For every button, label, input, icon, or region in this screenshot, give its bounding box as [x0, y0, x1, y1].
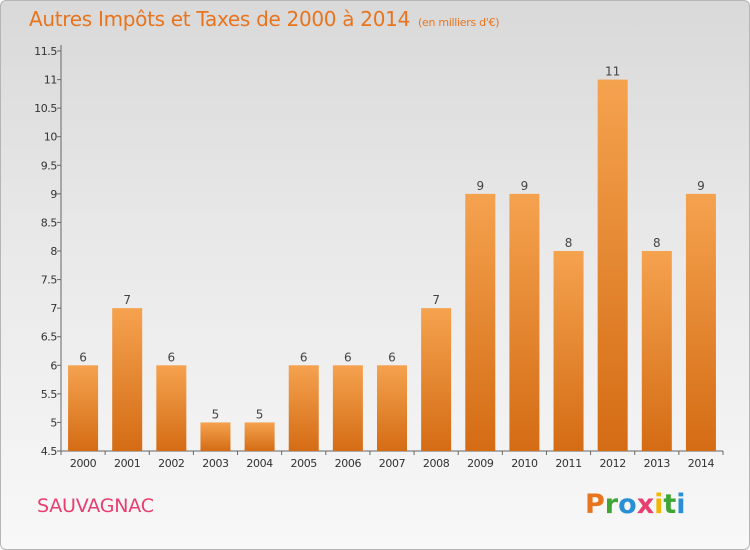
- x-tick-label-2002: 2002: [158, 457, 184, 470]
- bar-2009: [465, 193, 496, 451]
- data-label-2013: 8: [653, 236, 661, 250]
- x-tick-label-2009: 2009: [467, 457, 494, 470]
- bar-2010: [509, 193, 540, 451]
- x-tick-label-2001: 2001: [114, 457, 140, 470]
- data-label-2007: 6: [388, 350, 396, 364]
- y-tick-label: 11.5: [34, 45, 57, 58]
- bar-2001: [112, 308, 143, 451]
- data-label-2000: 6: [79, 350, 87, 364]
- data-label-2009: 9: [476, 179, 484, 193]
- x-tick-label-2011: 2011: [555, 457, 581, 470]
- data-label-2006: 6: [344, 350, 352, 364]
- logo-letter: t: [663, 489, 677, 520]
- bar-2006: [332, 365, 363, 451]
- logo-letter: x: [636, 489, 655, 520]
- commune-name: SAUVAGNAC: [37, 495, 154, 517]
- x-tick-label-2000: 2000: [70, 457, 97, 470]
- y-tick-label: 4.5: [41, 445, 58, 458]
- x-tick-label-2012: 2012: [599, 457, 625, 470]
- data-label-2002: 6: [168, 350, 176, 364]
- x-tick-label-2004: 2004: [246, 457, 273, 470]
- chart-labels: 2000 6 2001 7 2002 6 2003 5 2004 5 2005 6 2006 6 2007 6…: [70, 65, 715, 470]
- chart-title-text: Autres Impôts et Taxes de 2000 à 2014: [29, 7, 410, 31]
- data-label-2001: 7: [123, 293, 131, 307]
- x-tick-label-2010: 2010: [511, 457, 538, 470]
- x-tick-label-2005: 2005: [291, 457, 318, 470]
- logo-letter: i: [676, 489, 686, 520]
- bar-2008: [421, 308, 452, 451]
- data-label-2004: 5: [256, 407, 264, 421]
- bar-2000: [68, 365, 99, 451]
- logo-letter: o: [618, 489, 637, 520]
- x-tick-label-2008: 2008: [423, 457, 450, 470]
- x-tick-label-2006: 2006: [335, 457, 362, 470]
- y-tick-label: 5: [50, 416, 57, 429]
- y-tick-label: 7.5: [41, 274, 58, 287]
- y-tick-label: 9.5: [41, 159, 58, 172]
- data-label-2008: 7: [432, 293, 440, 307]
- x-tick-label-2013: 2013: [644, 457, 671, 470]
- bar-2011: [553, 251, 584, 451]
- chart-unit: (en milliers d'€): [418, 16, 500, 29]
- data-label-2010: 9: [521, 179, 529, 193]
- bar-2004: [244, 422, 275, 451]
- x-tick-label-2014: 2014: [688, 457, 715, 470]
- logo-letter: P: [585, 489, 605, 520]
- logo-letter: i: [654, 489, 664, 520]
- y-tick-label: 7: [50, 302, 57, 315]
- y-tick-label: 10.5: [34, 102, 57, 115]
- chart-bars: [68, 79, 716, 452]
- proxiti-logo[interactable]: Proxiti: [585, 489, 686, 520]
- bar-2013: [641, 251, 672, 451]
- y-tick-label: 6.5: [41, 331, 58, 344]
- bar-2012: [597, 79, 628, 452]
- y-tick-label: 8.5: [41, 216, 58, 229]
- data-label-2012: 11: [605, 65, 620, 79]
- y-tick-label: 5.5: [41, 388, 58, 401]
- y-tick-label: 10: [44, 131, 58, 144]
- y-tick-label: 8: [50, 245, 57, 258]
- bar-2014: [685, 193, 716, 451]
- data-label-2014: 9: [697, 179, 705, 193]
- bar-2003: [200, 422, 231, 451]
- bar-2002: [156, 365, 187, 451]
- x-tick-label-2003: 2003: [202, 457, 229, 470]
- data-label-2003: 5: [212, 407, 220, 421]
- chart-title: Autres Impôts et Taxes de 2000 à 2014 (en…: [29, 7, 499, 31]
- y-tick-label: 9: [50, 188, 57, 201]
- logo-letter: r: [604, 489, 619, 520]
- y-tick-label: 11: [44, 74, 57, 87]
- bar-2007: [377, 365, 407, 451]
- y-tick-label: 6: [50, 359, 57, 372]
- data-label-2011: 8: [565, 236, 573, 250]
- x-tick-label-2007: 2007: [379, 457, 406, 470]
- data-label-2005: 6: [300, 350, 308, 364]
- bar-2005: [288, 365, 319, 451]
